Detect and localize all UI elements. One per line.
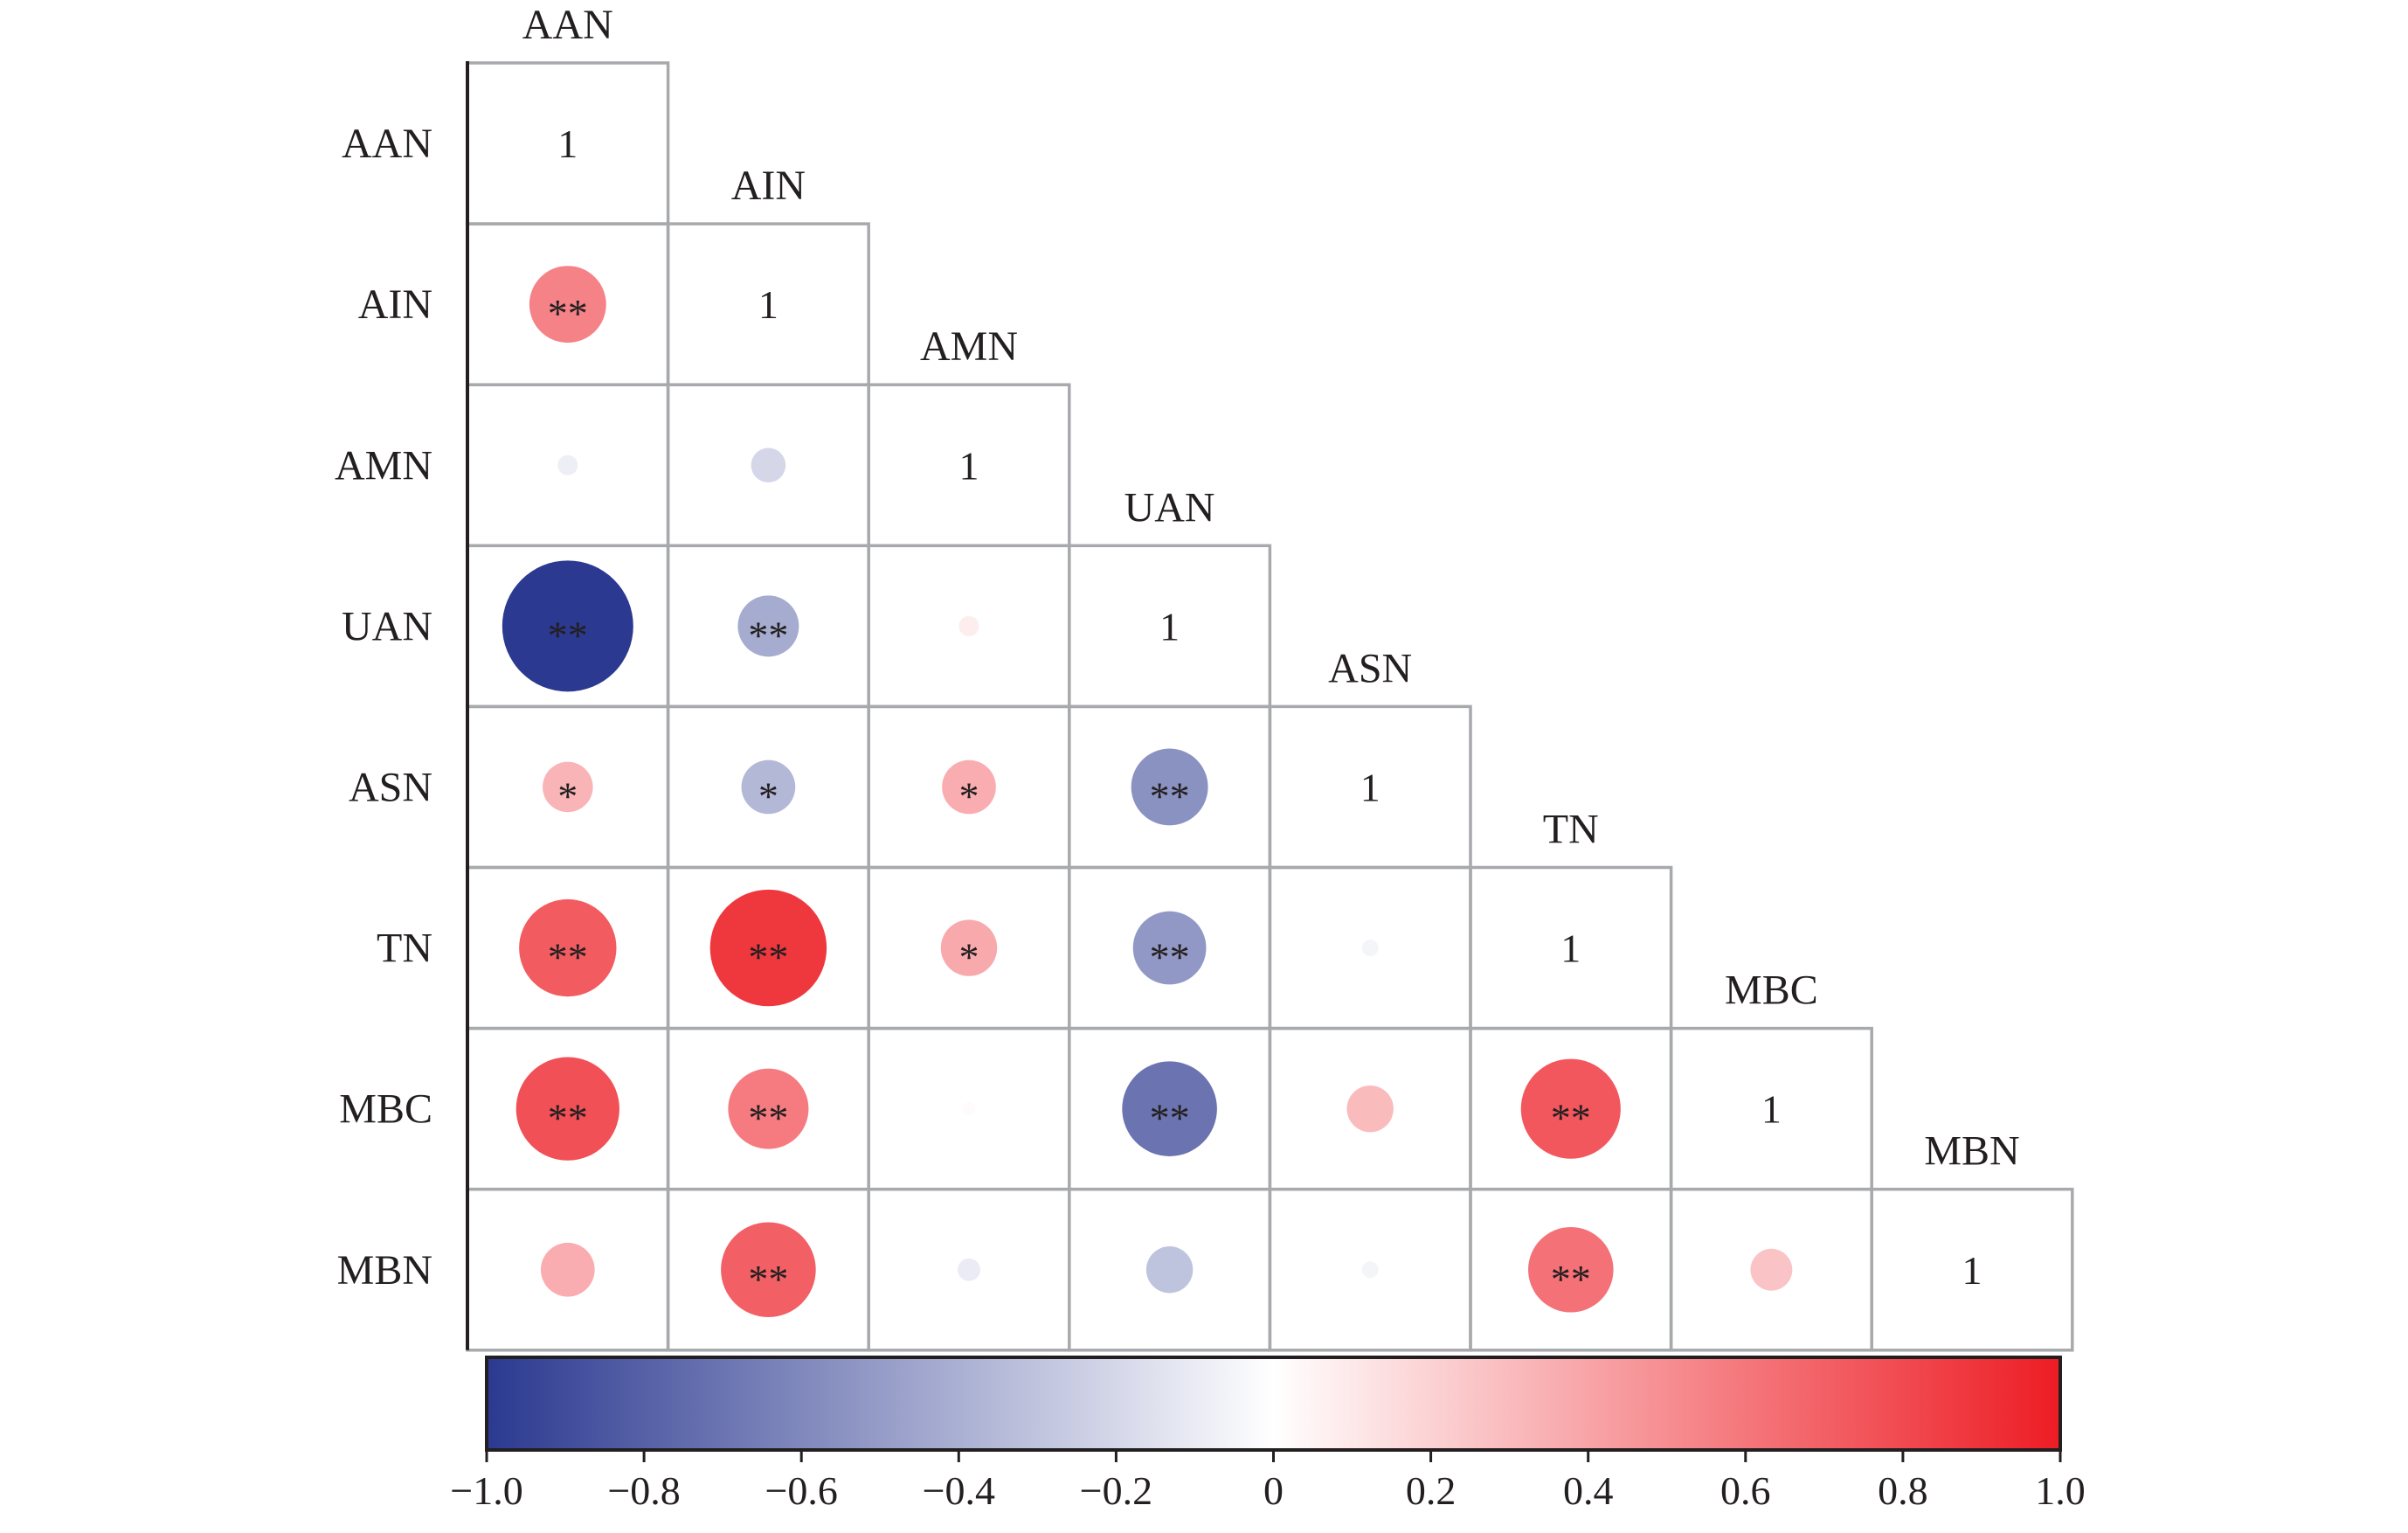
- correlation-circle-MBN-UAN: [1145, 1246, 1194, 1294]
- significance-mark-TN-AIN: **: [748, 935, 788, 980]
- column-label-MBC: MBC: [1725, 968, 1818, 1014]
- correlation-circle-UAN-AAN: [502, 560, 633, 692]
- diagonal-value-ASN: 1: [1360, 765, 1380, 809]
- colorbar-tick-label-4: −0.2: [1080, 1468, 1152, 1513]
- significance-mark-AIN-AAN: **: [548, 291, 588, 336]
- colorbar: −1.0 −0.8 −0.6 −0.4 −0.2 0 0.2 0.4 0.6 0.8 1.0: [450, 1356, 2086, 1513]
- correlation-circle-MBC-ASN: [1346, 1085, 1394, 1133]
- significance-mark-TN-AMN: *: [959, 935, 979, 980]
- significance-mark-MBC-AAN: **: [548, 1096, 588, 1141]
- column-label-UAN: UAN: [1124, 484, 1215, 531]
- correlation-circle-MBN-AMN: [958, 1258, 980, 1281]
- correlation-circle-ASN-AMN: [942, 760, 996, 815]
- significance-mark-UAN-AAN: **: [548, 613, 588, 657]
- significance-mark-MBC-TN: **: [1551, 1096, 1591, 1141]
- correlation-circle-MBN-TN: [1528, 1226, 1614, 1313]
- mark-layer: [502, 266, 1793, 1318]
- correlation-circle-UAN-AMN: [958, 615, 979, 636]
- row-label-TN: TN: [377, 926, 432, 972]
- correlation-circle-MBC-AIN: [728, 1068, 809, 1149]
- significance-mark-MBN-TN: **: [1551, 1257, 1591, 1301]
- diagonal-value-MBC: 1: [1761, 1087, 1782, 1132]
- colorbar-tick-label-7: 0.4: [1563, 1468, 1614, 1513]
- correlation-circle-TN-UAN: [1132, 911, 1207, 985]
- colorbar-tick-label-3: −0.4: [923, 1468, 995, 1513]
- column-label-AMN: AMN: [920, 323, 1018, 370]
- correlation-circle-MBN-ASN: [1361, 1261, 1379, 1279]
- correlation-circle-TN-ASN: [1361, 940, 1379, 957]
- row-label-AMN: AMN: [335, 442, 432, 489]
- colorbar-tick-label-5: 0: [1263, 1468, 1284, 1513]
- row-label-UAN: UAN: [342, 603, 432, 649]
- significance-mark-MBC-AIN: **: [748, 1096, 788, 1141]
- colorbar-tick-label-2: −0.6: [765, 1468, 837, 1513]
- correlation-circle-AIN-AAN: [529, 266, 606, 343]
- label-layer: AAN AAN AIN AIN AMN AMN UAN UAN ASN ASN TN TN MBC MBC…: [335, 2, 2020, 1301]
- row-label-MBC: MBC: [339, 1086, 432, 1133]
- diagonal-value-UAN: 1: [1159, 604, 1180, 649]
- column-label-AIN: AIN: [731, 163, 806, 209]
- row-label-AIN: AIN: [358, 281, 432, 328]
- correlation-circle-MBC-AAN: [516, 1057, 619, 1161]
- correlation-circle-MBC-AMN: [962, 1102, 976, 1116]
- column-label-AAN: AAN: [522, 2, 613, 48]
- colorbar-tick-label-6: 0.2: [1406, 1468, 1457, 1513]
- correlation-circle-ASN-UAN: [1131, 748, 1208, 826]
- colorbar-tick-label-9: 0.8: [1878, 1468, 1928, 1513]
- correlation-circle-MBN-AIN: [721, 1222, 816, 1318]
- correlation-circle-TN-AAN: [519, 898, 617, 997]
- correlation-circle-TN-AMN: [940, 919, 998, 976]
- column-label-MBN: MBN: [1924, 1128, 2019, 1175]
- significance-mark-ASN-AIN: *: [758, 773, 778, 818]
- correlation-circle-MBN-AAN: [540, 1242, 595, 1297]
- row-label-AAN: AAN: [342, 121, 432, 167]
- correlation-circle-MBC-TN: [1520, 1058, 1621, 1159]
- diagonal-value-MBN: 1: [1962, 1248, 1982, 1293]
- significance-mark-ASN-AMN: *: [959, 773, 979, 818]
- diagonal-value-AIN: 1: [758, 282, 778, 327]
- significance-mark-TN-UAN: **: [1150, 935, 1190, 980]
- colorbar-tick-label-10: 1.0: [2035, 1468, 2086, 1513]
- column-label-ASN: ASN: [1328, 645, 1412, 691]
- significance-mark-UAN-AIN: **: [748, 613, 788, 657]
- correlation-circle-MBN-MBC: [1750, 1248, 1793, 1291]
- row-label-MBN: MBN: [337, 1247, 432, 1294]
- significance-mark-MBC-UAN: **: [1150, 1096, 1190, 1141]
- correlation-circle-TN-AIN: [709, 889, 827, 1007]
- significance-mark-ASN-UAN: **: [1150, 773, 1190, 818]
- grid-layer: [466, 61, 2074, 1352]
- correlation-circle-ASN-AAN: [543, 761, 593, 813]
- matrix-cell-MBN-MBN: [1870, 1187, 2074, 1352]
- column-label-TN: TN: [1543, 807, 1599, 853]
- diagonal-value-TN: 1: [1560, 926, 1581, 971]
- colorbar-tick-label-1: −0.8: [607, 1468, 680, 1513]
- correlation-circle-AMN-AAN: [557, 454, 578, 475]
- colorbar-tick-label-8: 0.6: [1720, 1468, 1771, 1513]
- correlation-circle-MBC-UAN: [1122, 1061, 1217, 1156]
- significance-mark-TN-AAN: **: [548, 935, 588, 980]
- correlation-circle-AMN-AIN: [751, 447, 786, 483]
- diagonal-value-AMN: 1: [959, 443, 979, 488]
- diagonal-value-AAN: 1: [557, 121, 578, 166]
- row-label-ASN: ASN: [349, 764, 432, 810]
- correlation-circle-ASN-AIN: [741, 760, 796, 815]
- significance-mark-ASN-AAN: *: [557, 773, 578, 818]
- correlation-circle-UAN-AIN: [737, 595, 799, 657]
- significance-mark-MBN-AIN: **: [748, 1257, 788, 1301]
- colorbar-tick-label-0: −1.0: [450, 1468, 522, 1513]
- colorbar-bar: [485, 1356, 2062, 1452]
